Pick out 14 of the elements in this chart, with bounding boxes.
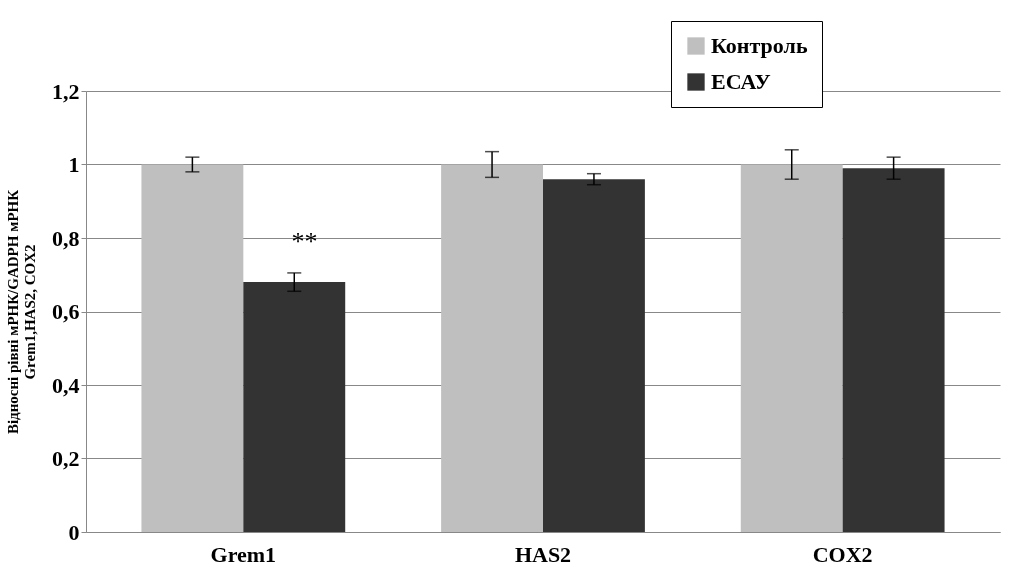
- y-tick-label: 0: [68, 519, 80, 545]
- legend-label: Контроль: [711, 33, 808, 58]
- legend-label: ЕСАУ: [711, 69, 771, 94]
- x-tick-label: HAS2: [514, 541, 572, 567]
- y-tick-label: 0,6: [52, 299, 80, 324]
- y-tick-label: 0,4: [52, 372, 80, 398]
- x-tick-label: Grem1: [210, 541, 277, 567]
- y-tick-label: 0,2: [52, 446, 80, 471]
- x-tick-label: COX2: [812, 541, 873, 567]
- y-tick-label: 0,8: [52, 225, 80, 251]
- y-tick-label: 1,2: [52, 78, 80, 104]
- y-tick-label: 1: [68, 152, 80, 177]
- y-axis-title: Відносні рівні мРНК/GADPH мРНК Grem1,HAS2, COX2: [5, 189, 38, 435]
- annotation: **: [291, 226, 318, 256]
